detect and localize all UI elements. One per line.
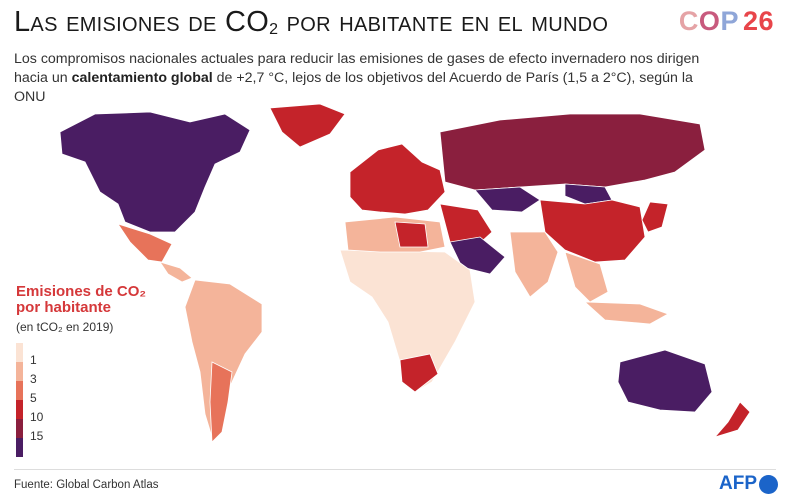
legend-label: 10 bbox=[30, 410, 44, 424]
legend-swatch bbox=[16, 343, 23, 362]
region-libya bbox=[394, 221, 429, 248]
region-india bbox=[509, 231, 559, 298]
region-indonesia bbox=[583, 301, 669, 325]
legend-label: 3 bbox=[30, 372, 37, 386]
subtitle: Los compromisos nacionales actuales para… bbox=[14, 51, 700, 105]
region-mexico bbox=[117, 223, 173, 263]
legend-swatch bbox=[16, 381, 23, 400]
region-kazakhstan bbox=[474, 186, 541, 213]
legend-label: 1 bbox=[30, 353, 37, 367]
page-title: Las emisiones de CO2 por habitante en el… bbox=[14, 6, 609, 38]
region-greenland bbox=[269, 103, 346, 148]
region-new-zealand bbox=[713, 401, 751, 438]
legend-swatch bbox=[16, 419, 23, 438]
region-russia bbox=[439, 113, 706, 191]
region-south-africa bbox=[399, 353, 439, 393]
footer-divider bbox=[14, 469, 776, 470]
region-china bbox=[539, 199, 646, 263]
region-southeast-asia bbox=[564, 251, 609, 303]
region-africa bbox=[339, 249, 476, 393]
legend-swatch bbox=[16, 438, 23, 457]
region-central-america bbox=[159, 261, 193, 283]
legend-swatch bbox=[16, 400, 23, 419]
cop26-logo: COP 26 bbox=[678, 6, 774, 36]
afp-logo: AFP bbox=[719, 473, 778, 495]
region-argentina bbox=[209, 361, 233, 443]
region-europe-west bbox=[349, 143, 446, 215]
legend-label: 5 bbox=[30, 391, 37, 405]
legend-title: Emisiones de CO₂ por habitante bbox=[16, 283, 147, 316]
legend-label: 15 bbox=[30, 429, 44, 443]
legend-swatch bbox=[16, 362, 23, 381]
region-japan-korea bbox=[641, 201, 669, 233]
source-note: Fuente: Global Carbon Atlas bbox=[14, 479, 159, 491]
legend-color-scale bbox=[16, 343, 23, 457]
legend-unit: (en tCO₂ en 2019) bbox=[16, 320, 114, 334]
region-north-america bbox=[59, 111, 251, 233]
world-map bbox=[59, 103, 751, 443]
afp-dot-icon bbox=[759, 474, 778, 494]
region-australia bbox=[617, 349, 713, 413]
